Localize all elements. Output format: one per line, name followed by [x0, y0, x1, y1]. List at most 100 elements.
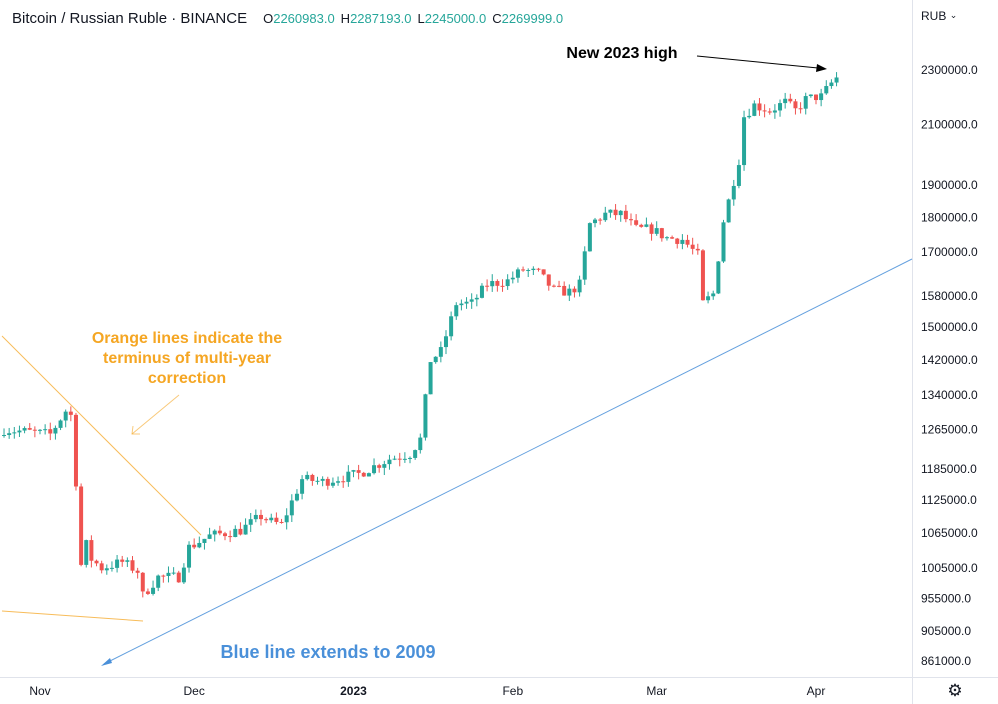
candle: [387, 454, 392, 470]
symbol-title[interactable]: Bitcoin / Russian Ruble · BINANCE: [12, 10, 248, 27]
candle: [829, 79, 834, 89]
annotation-orange-line-1[interactable]: Orange lines indicate the: [92, 330, 282, 347]
candle: [228, 530, 233, 543]
price-tick-label: 1065000.0: [921, 526, 978, 540]
candle: [623, 204, 628, 223]
candle: [99, 560, 104, 574]
annotation-blue-line[interactable]: Blue line extends to 2009: [220, 642, 435, 662]
candle: [526, 268, 531, 278]
candle: [819, 88, 824, 107]
candle: [515, 267, 520, 283]
candle: [551, 284, 556, 288]
candle: [731, 179, 736, 206]
candle: [690, 237, 695, 255]
blue-trendline[interactable]: [103, 258, 913, 665]
candle: [68, 406, 73, 422]
candle: [84, 539, 89, 568]
candle: [680, 234, 685, 250]
candle: [243, 518, 248, 535]
candle: [187, 541, 192, 573]
candle: [469, 293, 474, 309]
candle: [449, 311, 454, 341]
price-tick-label: 1265000.0: [921, 423, 978, 437]
candlestick-series: [2, 72, 839, 598]
candle: [726, 198, 731, 223]
price-tick-label: 861000.0: [921, 654, 971, 668]
candle: [7, 427, 12, 439]
candle: [233, 525, 238, 538]
candle: [17, 425, 22, 437]
candle: [279, 518, 284, 524]
candle: [803, 92, 808, 115]
candle: [742, 110, 747, 171]
candle: [582, 246, 587, 285]
candle: [593, 217, 598, 228]
annotation-orange-line-2[interactable]: terminus of multi-year: [103, 350, 271, 367]
price-tick-label: 1340000.0: [921, 388, 978, 402]
candle: [366, 472, 371, 477]
price-tick-label: 955000.0: [921, 592, 971, 606]
candle: [628, 213, 633, 226]
ohlc-open: O2260983.0: [263, 11, 335, 26]
candle: [325, 476, 330, 490]
candle: [485, 279, 490, 292]
price-tick-label: 1700000.0: [921, 245, 978, 259]
candle: [22, 426, 27, 434]
candle: [536, 267, 541, 272]
candle: [48, 422, 53, 441]
price-axis[interactable]: 2300000.0 2100000.0 1900000.0 1800000.0 1700…: [921, 63, 978, 668]
gear-icon[interactable]: ⚙: [947, 681, 963, 700]
annotations-layer: New 2023 high Orange lines indicate the …: [92, 45, 678, 662]
candle: [459, 299, 464, 311]
candle: [490, 274, 495, 292]
candle: [43, 424, 48, 435]
candle: [264, 517, 269, 524]
candle: [438, 341, 443, 363]
price-tick-label: 1500000.0: [921, 320, 978, 334]
candle: [274, 512, 279, 525]
price-tick-label: 905000.0: [921, 624, 971, 638]
candle: [752, 100, 757, 117]
candle: [408, 456, 413, 464]
candle: [63, 409, 68, 428]
orange-trendline-upper[interactable]: [1, 335, 202, 536]
candle: [330, 477, 335, 488]
time-axis[interactable]: Nov Dec 2023 Feb Mar Apr: [29, 684, 825, 698]
candle: [824, 80, 829, 95]
candle: [767, 108, 772, 115]
candle: [495, 279, 500, 292]
candle: [474, 294, 479, 307]
price-tick-label: 2300000.0: [921, 63, 978, 77]
candle: [788, 93, 793, 104]
candle: [258, 509, 263, 526]
candle: [454, 302, 459, 320]
candle: [521, 266, 526, 272]
candle: [598, 217, 603, 225]
price-tick-label: 1580000.0: [921, 289, 978, 303]
candle: [217, 525, 222, 536]
candle: [145, 588, 150, 596]
candle: [336, 476, 341, 486]
candle: [223, 531, 228, 541]
candle: [695, 243, 700, 255]
orange-trendline-lower[interactable]: [1, 610, 144, 622]
candle: [721, 219, 726, 263]
candle: [613, 204, 618, 220]
currency-selector[interactable]: RUB ⌄: [921, 9, 957, 23]
candle: [639, 223, 644, 228]
candle: [577, 275, 582, 297]
candle: [685, 234, 690, 248]
annotation-orange-line-3[interactable]: correction: [148, 370, 226, 387]
candle: [310, 473, 315, 486]
candle: [798, 102, 803, 114]
candle: [510, 271, 515, 284]
candle: [351, 469, 356, 478]
price-tick-label: 1800000.0: [921, 210, 978, 224]
ohlc-close-value: 2269999.0: [501, 11, 564, 26]
candle: [783, 92, 788, 109]
symbol-header: Bitcoin / Russian Ruble · BINANCE O22609…: [12, 10, 569, 30]
candle: [361, 471, 366, 478]
annotation-new-high[interactable]: New 2023 high: [566, 45, 677, 62]
candle: [428, 362, 433, 395]
